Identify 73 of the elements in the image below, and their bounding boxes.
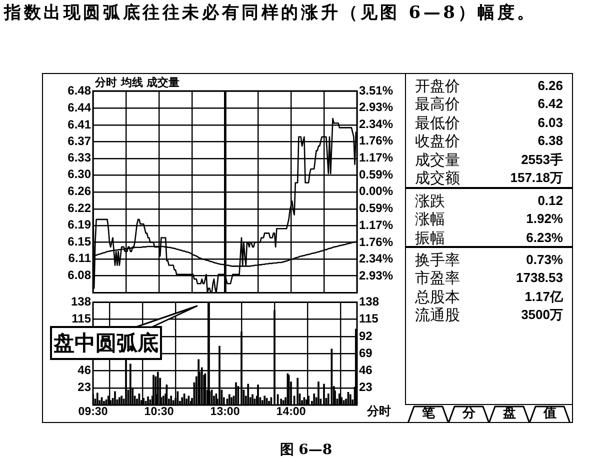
text: 6.03	[538, 114, 563, 132]
y-tick-label: 6.11	[68, 251, 92, 266]
text: 涨跌	[415, 192, 445, 210]
text: 最低价	[415, 114, 460, 132]
text: 涨幅	[415, 210, 445, 228]
y2-tick-label: 1.17%	[359, 218, 394, 232]
annotation: 盘中圆弧底	[54, 331, 158, 355]
y-tick-label: 6.30	[68, 167, 92, 182]
text: 2553手	[521, 150, 563, 169]
text: 成交额	[415, 169, 460, 187]
text: 6.42	[538, 95, 563, 114]
text: 0.12	[538, 192, 563, 210]
y2-tick-label: 2.34%	[359, 116, 394, 131]
y2-tick-label: 0.59%	[359, 167, 394, 182]
y-tick-label: 6.22	[68, 201, 92, 216]
y2-tick-label: 2.93%	[359, 100, 394, 114]
text: 总股本	[415, 288, 460, 306]
text: 1.17亿	[524, 288, 563, 306]
y2-tick-label: 92	[359, 328, 373, 343]
text: 振幅	[415, 228, 445, 247]
y-tick-label: 6.19	[68, 218, 92, 232]
y2-tick-label: 138	[359, 294, 380, 309]
text: 分	[461, 406, 476, 422]
x-tick-label: 09:30	[78, 406, 108, 418]
y2-tick-label: 23	[359, 380, 373, 394]
text: 换手率	[415, 251, 460, 269]
chart-title: 分时 均线 成交量	[95, 76, 180, 89]
text: 最高价	[415, 95, 460, 114]
y2-tick-label: 115	[359, 312, 379, 326]
x-tick-label: 10:30	[144, 406, 174, 418]
text: 流通股	[415, 306, 460, 324]
x-axis-title: 分时	[367, 404, 391, 418]
y-tick-label: 6.33	[68, 150, 92, 165]
text: 6.38	[538, 132, 563, 150]
y-tick-label: 6.41	[68, 117, 92, 132]
y2-tick-label: 2.93%	[359, 268, 394, 282]
text: 成交量	[415, 150, 460, 169]
text: 盘	[502, 406, 517, 422]
y2-tick-label: 1.17%	[359, 150, 394, 165]
x-tick-label: 13:00	[210, 406, 240, 418]
x-tick-label: 14:00	[276, 406, 306, 418]
text: 1.92%	[526, 210, 563, 228]
caption: 图 6—8	[278, 441, 334, 460]
y-tick-label: 6.44	[68, 100, 92, 114]
text: 收盘价	[415, 132, 460, 150]
text: 3500万	[521, 306, 563, 324]
y-tick-label: 6.08	[68, 268, 92, 282]
y-tick-label: 115	[72, 312, 92, 326]
y-tick-label: 138	[70, 294, 92, 309]
y2-tick-label: 69	[359, 346, 373, 360]
y2-tick-label: 46	[359, 363, 373, 378]
y2-tick-label: 3.51%	[359, 83, 394, 98]
text: 1738.53	[516, 269, 563, 288]
text: 0.73%	[526, 251, 563, 269]
y2-tick-label: 1.76%	[359, 234, 394, 249]
y-tick-label: 6.26	[68, 184, 92, 198]
text: 157.18万	[510, 169, 563, 187]
text: 6.23%	[526, 228, 563, 247]
text: 值	[542, 406, 558, 422]
text: 笔	[420, 406, 436, 422]
y-tick-label: 46	[78, 363, 92, 378]
y-tick-label: 6.48	[68, 83, 92, 98]
text: 指数出现圆弧底往往未必有同样的涨升（见图 6—8）幅度。	[4, 3, 537, 23]
y2-tick-label: 0.59%	[359, 201, 394, 216]
text: 开盘价	[415, 77, 460, 95]
text: 市盈率	[415, 269, 460, 288]
y2-tick-label: 2.34%	[359, 251, 394, 266]
y2-tick-label: 0.00%	[359, 184, 394, 198]
y-tick-label: 6.15	[68, 234, 92, 249]
y-tick-label: 6.37	[68, 134, 92, 148]
y-tick-label: 23	[78, 380, 92, 394]
text: 6.26	[538, 77, 563, 95]
y2-tick-label: 1.76%	[359, 134, 394, 148]
